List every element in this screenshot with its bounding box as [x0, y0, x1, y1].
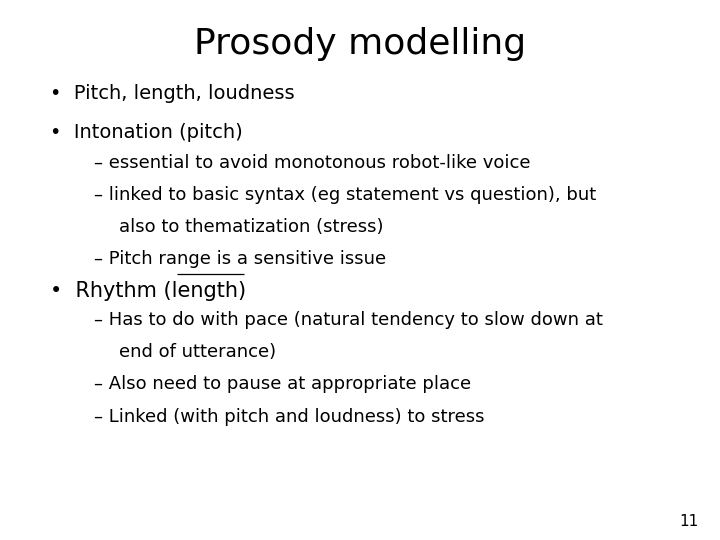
Text: Prosody modelling: Prosody modelling: [194, 27, 526, 61]
Text: – Pitch range is a sensitive issue: – Pitch range is a sensitive issue: [94, 250, 386, 268]
Text: – essential to avoid monotonous robot-like voice: – essential to avoid monotonous robot-li…: [94, 154, 530, 172]
Text: – Pitch range is a sensitive issue: – Pitch range is a sensitive issue: [94, 250, 386, 268]
Text: – Has to do with pace (natural tendency to slow down at: – Has to do with pace (natural tendency …: [94, 312, 603, 329]
Text: 11: 11: [679, 514, 698, 529]
Text: end of utterance): end of utterance): [119, 343, 276, 361]
Text: •  Rhythm (length): • Rhythm (length): [50, 281, 246, 301]
Text: – Pitch range: – Pitch range: [94, 250, 210, 268]
Text: – Linked (with pitch and loudness) to stress: – Linked (with pitch and loudness) to st…: [94, 408, 484, 426]
Text: •  Intonation (pitch): • Intonation (pitch): [50, 123, 243, 142]
Text: – linked to basic syntax (eg statement vs question), but: – linked to basic syntax (eg statement v…: [94, 186, 596, 204]
Text: – Pitch: – Pitch: [94, 250, 158, 268]
Text: •  Pitch, length, loudness: • Pitch, length, loudness: [50, 84, 295, 103]
Text: – Also need to pause at appropriate place: – Also need to pause at appropriate plac…: [94, 375, 471, 393]
Text: also to thematization (stress): also to thematization (stress): [119, 218, 383, 235]
